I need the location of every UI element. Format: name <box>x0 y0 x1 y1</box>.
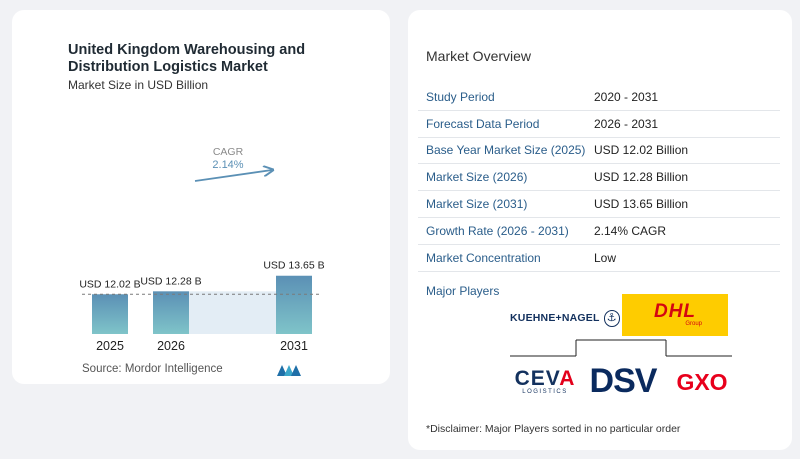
overview-row: Growth Rate (2026 - 2031) 2.14% CAGR <box>418 218 780 245</box>
category-label: 2025 <box>96 339 124 353</box>
kuehne-nagel-wordmark: KUEHNE+NAGEL <box>510 312 600 324</box>
cagr-band <box>189 291 276 334</box>
anchor-icon: ⚓ <box>603 309 620 327</box>
chart-subtitle: Market Size in USD Billion <box>68 78 209 92</box>
ceva-wordmark-main: CEV <box>514 367 560 390</box>
chart-title: United Kingdom Warehousing and Distribut… <box>68 42 306 75</box>
cagr-arrow <box>194 170 272 182</box>
overview-row: Market Size (2031) USD 13.65 Billion <box>418 191 780 218</box>
dhl-group-label: Group <box>685 321 702 327</box>
bar-2031 <box>276 275 312 334</box>
mordor-logo-icon <box>277 365 301 376</box>
overview-row-value: 2026 - 2031 <box>594 116 659 131</box>
overview-row-label: Study Period <box>426 89 495 104</box>
dsv-logo: DSV <box>589 361 658 400</box>
overview-row-label: Market Size (2026) <box>426 170 528 185</box>
bar-chart: USD 12.02 B USD 12.28 B USD 13.65 B 2025 202… <box>79 146 324 353</box>
cagr-value: 2.14% <box>212 159 243 171</box>
overview-row-label: Market Size (2031) <box>426 197 528 212</box>
major-players-logos: KUEHNE+NAGEL ⚓ DHL Group CEVA LOGISTICS … <box>510 290 732 404</box>
dhl-wordmark: DHL <box>653 301 697 322</box>
kuehne-nagel-logo: KUEHNE+NAGEL ⚓ <box>510 298 620 338</box>
ceva-logistics-label: LOGISTICS <box>522 389 568 395</box>
ceva-wordmark: CEVA <box>515 368 576 389</box>
overview-table: Study Period 2020 - 2031 Forecast Data Per… <box>418 84 780 272</box>
value-label: USD 12.28 B <box>140 275 201 287</box>
overview-title: Market Overview <box>426 48 532 64</box>
bar-2025 <box>92 294 128 334</box>
overview-row-value: Low <box>594 250 617 265</box>
cagr-label: CAGR <box>213 146 244 158</box>
dhl-logo: DHL Group <box>622 294 728 336</box>
overview-row-value: 2.14% CAGR <box>594 223 667 238</box>
overview-row-value: 2020 - 2031 <box>594 89 659 104</box>
overview-row-label: Forecast Data Period <box>426 116 540 131</box>
overview-row: Forecast Data Period 2026 - 2031 <box>418 111 780 138</box>
overview-row-label: Base Year Market Size (2025) <box>426 143 586 158</box>
overview-row-value: USD 13.65 Billion <box>594 197 689 212</box>
overview-row: Study Period 2020 - 2031 <box>418 84 780 111</box>
overview-row: Market Size (2026) USD 12.28 Billion <box>418 164 780 192</box>
overview-row-value: USD 12.28 Billion <box>594 170 689 185</box>
overview-row: Market Concentration Low <box>418 245 780 272</box>
disclaimer-note: *Disclaimer: Major Players sorted in no … <box>426 423 681 435</box>
overview-card <box>408 10 792 450</box>
major-players-title: Major Players <box>426 284 500 298</box>
gxo-logo: GXO <box>676 368 728 395</box>
bar-2026 <box>153 291 189 334</box>
overview-row: Base Year Market Size (2025) USD 12.02 Bi… <box>418 138 780 165</box>
category-label: 2031 <box>280 339 308 353</box>
value-label: USD 13.65 B <box>263 260 324 272</box>
source-note: Source: Mordor Intelligence <box>82 363 223 375</box>
ceva-logo: CEVA LOGISTICS <box>512 368 578 400</box>
logo-grid-lines <box>510 339 732 357</box>
overview-row-label: Market Concentration <box>426 250 541 265</box>
value-label: USD 12.02 B <box>79 278 140 290</box>
category-label: 2026 <box>157 339 185 353</box>
overview-row-label: Growth Rate (2026 - 2031) <box>426 223 569 238</box>
ceva-wordmark-a: A <box>559 367 576 390</box>
overview-row-value: USD 12.02 Billion <box>594 143 689 158</box>
